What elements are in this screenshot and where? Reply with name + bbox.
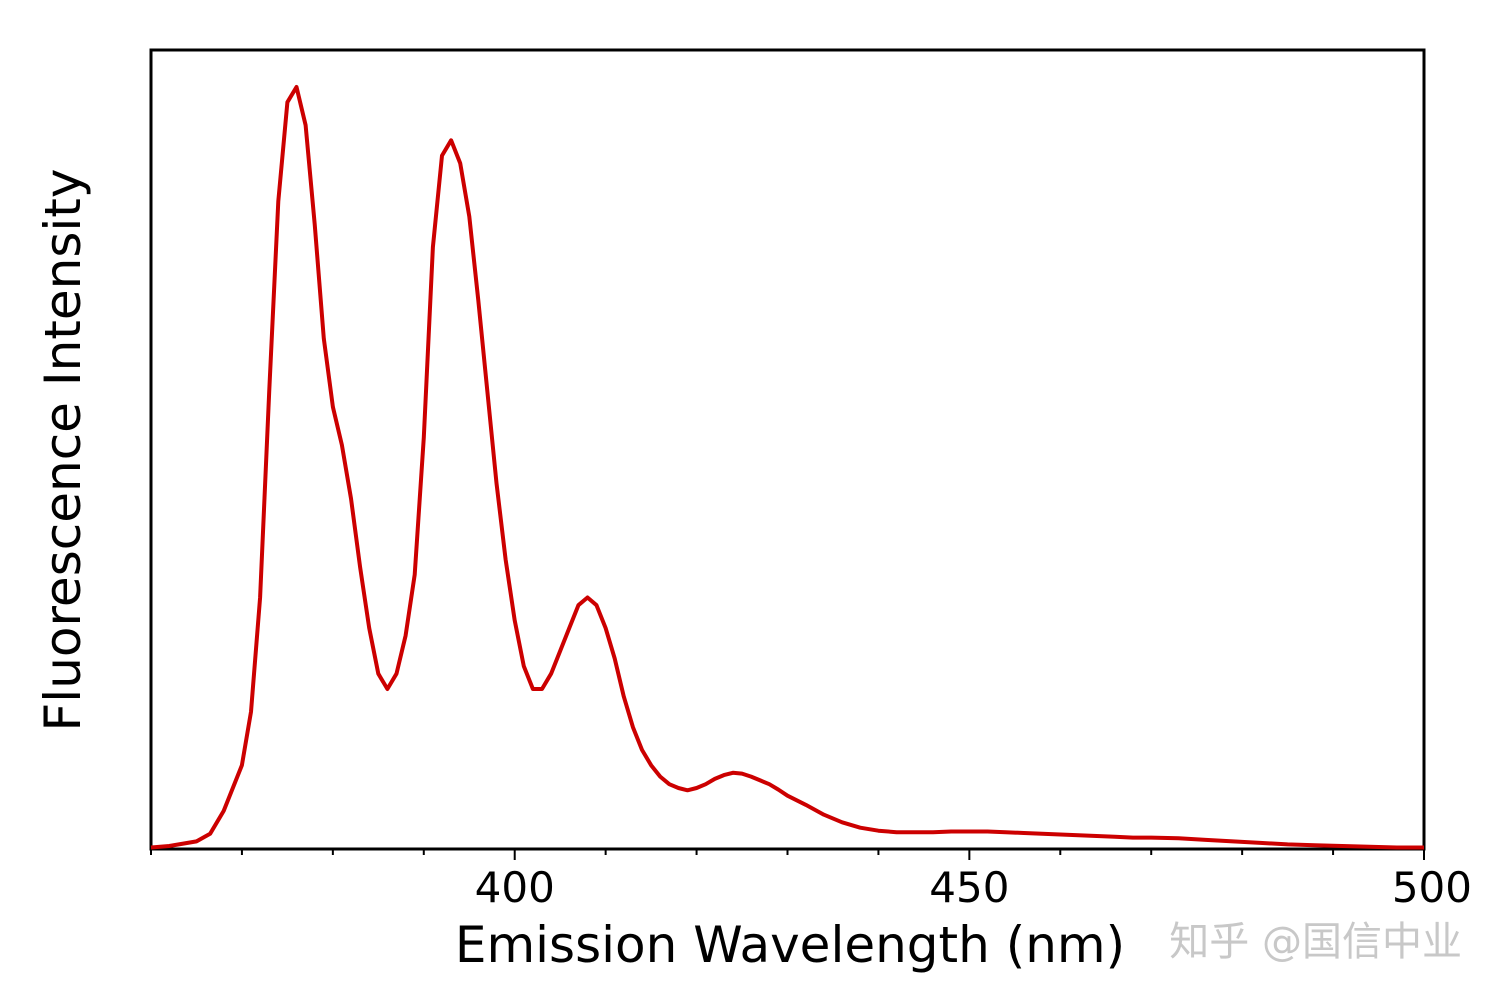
x-tick-label: 400 [475,863,555,912]
x-axis-ticks [150,849,1425,860]
x-tick-label: 500 [1392,863,1472,912]
y-axis-title: Fluorescence Intensity [34,169,92,732]
emission-series-line [150,85,1424,850]
x-axis-tick-labels: 400 450 500 [475,863,1472,912]
x-tick-label: 450 [929,863,1009,912]
x-axis-title: Emission Wavelength (nm) [455,916,1125,974]
watermark-text: 知乎 @国信中业 [1169,919,1462,965]
